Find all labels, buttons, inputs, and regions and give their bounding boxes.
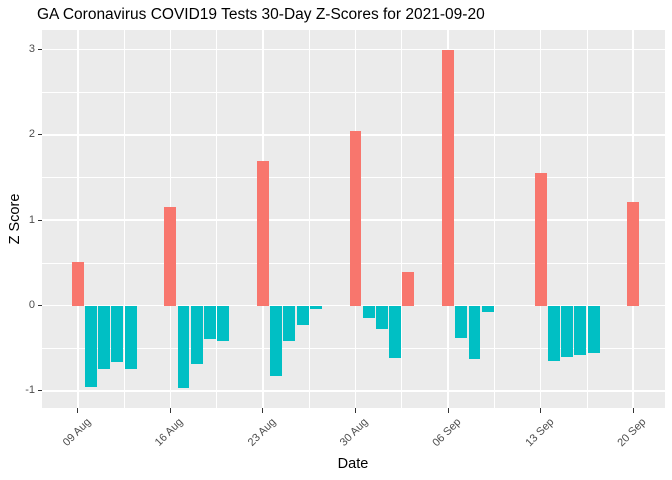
x-axis-title: Date xyxy=(337,456,369,472)
x-tick-mark xyxy=(354,408,356,413)
gridline-x-minor xyxy=(216,30,217,408)
chart-title: GA Coronavirus COVID19 Tests 30-Day Z-Sc… xyxy=(37,6,485,23)
bar-2021-09-20 xyxy=(627,202,640,306)
gridline-x-minor xyxy=(493,30,495,408)
y-tick-label: 0 xyxy=(28,299,35,312)
x-tick-label: 13 Sep xyxy=(522,416,557,450)
bar-2021-09-17 xyxy=(587,305,600,354)
y-tick-mark xyxy=(37,390,42,392)
bar-2021-08-13 xyxy=(124,305,137,369)
bar-2021-09-16 xyxy=(574,305,587,356)
y-tick-mark xyxy=(37,219,42,221)
y-tick-label: 3 xyxy=(28,43,35,56)
x-tick-label: 06 Sep xyxy=(430,416,464,450)
x-tick-mark xyxy=(632,408,634,413)
gridline-y-major xyxy=(42,390,665,392)
bar-2021-08-23 xyxy=(256,160,269,306)
bar-2021-08-12 xyxy=(111,305,124,362)
bar-2021-08-10 xyxy=(84,305,97,387)
bar-2021-09-13 xyxy=(534,173,547,306)
gridline-x-minor xyxy=(123,30,125,408)
bar-2021-08-30 xyxy=(349,130,362,306)
bar-2021-08-27 xyxy=(309,305,322,309)
x-tick-label: 16 Aug xyxy=(153,416,186,449)
bar-2021-08-18 xyxy=(190,305,203,364)
y-tick-mark xyxy=(37,49,42,51)
y-tick-mark xyxy=(37,305,42,307)
plot-panel xyxy=(42,30,665,408)
gridline-y-major xyxy=(42,304,665,307)
bar-2021-08-11 xyxy=(98,305,111,369)
bar-2021-09-02 xyxy=(389,305,402,358)
x-tick-label: 09 Aug xyxy=(60,416,94,449)
bar-2021-09-07 xyxy=(455,305,468,339)
bar-2021-09-09 xyxy=(481,305,494,313)
bar-2021-08-24 xyxy=(270,305,283,376)
bar-2021-09-08 xyxy=(468,305,481,360)
y-tick-mark xyxy=(37,134,42,136)
bar-2021-08-19 xyxy=(204,305,216,339)
x-tick-label: 23 Aug xyxy=(245,416,279,449)
x-tick-mark xyxy=(169,408,171,413)
x-tick-mark xyxy=(447,408,449,413)
gridline-x-minor xyxy=(401,30,403,408)
y-axis-title: Z Score xyxy=(7,193,23,245)
bar-2021-08-17 xyxy=(177,305,190,389)
x-tick-mark xyxy=(77,408,79,413)
bar-2021-09-03 xyxy=(402,272,415,306)
bar-2021-09-01 xyxy=(375,305,388,329)
gridline-y-minor xyxy=(42,91,665,93)
y-tick-label: 1 xyxy=(28,213,35,226)
y-tick-label: -1 xyxy=(25,384,35,397)
y-tick-label: 2 xyxy=(28,128,35,141)
bar-2021-08-31 xyxy=(362,305,375,318)
bar-2021-09-15 xyxy=(561,305,574,357)
x-tick-label: 20 Sep xyxy=(615,416,649,450)
bar-2021-08-20 xyxy=(217,305,230,342)
gridline-y-minor xyxy=(42,347,665,349)
bar-2021-08-09 xyxy=(71,262,84,306)
x-tick-mark xyxy=(262,408,264,413)
gridline-x-minor xyxy=(308,30,310,408)
bar-2021-08-26 xyxy=(296,305,309,326)
gridline-y-major xyxy=(42,48,665,51)
x-tick-mark xyxy=(540,408,542,413)
bar-2021-08-25 xyxy=(283,305,296,342)
bar-2021-09-14 xyxy=(547,305,560,362)
gridline-x-major xyxy=(76,30,79,408)
bar-2021-08-16 xyxy=(164,206,177,306)
bar-2021-09-06 xyxy=(442,49,454,306)
gridline-x-minor xyxy=(586,30,588,408)
